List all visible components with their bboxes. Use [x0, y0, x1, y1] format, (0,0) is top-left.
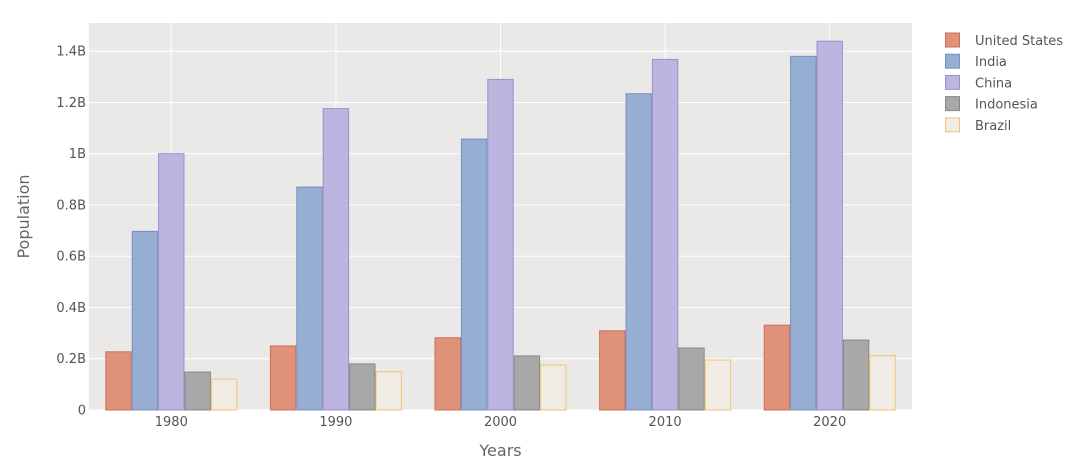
y-tick-label: 0.4B	[56, 301, 86, 316]
legend-swatch	[945, 53, 960, 69]
bar-india[interactable]	[790, 55, 817, 411]
y-axis-title: Population	[14, 174, 33, 258]
legend-label: United States	[975, 34, 1063, 49]
bar-indonesia[interactable]	[349, 363, 376, 411]
legend-swatch	[945, 117, 960, 133]
x-tick-label: 1990	[319, 415, 352, 430]
x-axis-ticks: 1980 1990 2000 2010 2020	[155, 415, 846, 430]
y-tick-label: 0	[78, 404, 86, 419]
bar-china[interactable]	[487, 78, 514, 411]
bar-brazil[interactable]	[210, 378, 238, 411]
bar-brazil[interactable]	[540, 364, 567, 411]
x-axis-title: Years	[478, 441, 521, 460]
legend-swatch	[945, 96, 960, 112]
y-axis-ticks: 0 0.2B 0.4B 0.6B 0.8B 1B 1.2B 1.4B	[56, 45, 86, 419]
bar-united-states[interactable]	[599, 330, 626, 411]
legend-item[interactable]: United States	[945, 32, 1064, 49]
legend-swatch	[945, 32, 960, 48]
bar-china[interactable]	[322, 108, 350, 411]
legend-item[interactable]: India	[945, 53, 1007, 70]
legend-label: China	[975, 76, 1012, 91]
bars	[105, 40, 896, 411]
legend-item[interactable]: Indonesia	[945, 96, 1038, 113]
x-tick-label: 2020	[813, 415, 846, 430]
legend-item[interactable]: China	[945, 74, 1013, 91]
bar-indonesia[interactable]	[184, 371, 211, 411]
bar-brazil[interactable]	[375, 371, 402, 411]
y-tick-label: 1B	[69, 147, 86, 162]
bar-united-states[interactable]	[434, 337, 461, 411]
y-tick-label: 0.8B	[56, 198, 86, 213]
x-tick-label: 2000	[484, 415, 517, 430]
legend-label: Brazil	[975, 119, 1011, 134]
y-tick-label: 1.4B	[56, 45, 86, 60]
legend-swatch	[945, 74, 960, 90]
y-tick-label: 0.2B	[56, 352, 86, 367]
legend-label: Indonesia	[975, 98, 1038, 113]
bar-china[interactable]	[816, 40, 843, 411]
bar-united-states[interactable]	[763, 324, 791, 411]
bar-indonesia[interactable]	[513, 355, 541, 411]
bar-indonesia[interactable]	[678, 347, 705, 411]
bar-china[interactable]	[651, 58, 679, 411]
bar-united-states[interactable]	[105, 351, 132, 411]
bar-brazil[interactable]	[869, 355, 896, 411]
bar-india[interactable]	[625, 93, 652, 411]
bar-china[interactable]	[158, 153, 185, 411]
legend-label: India	[975, 55, 1007, 70]
bar-united-states[interactable]	[269, 345, 297, 411]
bar-india[interactable]	[131, 230, 159, 411]
bar-india[interactable]	[460, 138, 488, 411]
legend[interactable]: United States India China Indonesia Brazil	[945, 32, 1064, 134]
x-tick-label: 1980	[155, 415, 188, 430]
y-tick-label: 0.6B	[56, 250, 86, 265]
y-tick-label: 1.2B	[56, 96, 86, 111]
x-tick-label: 2010	[649, 415, 682, 430]
bar-indonesia[interactable]	[842, 339, 870, 411]
bar-india[interactable]	[296, 186, 323, 411]
legend-item[interactable]: Brazil	[945, 117, 1012, 134]
bar-brazil[interactable]	[704, 359, 732, 411]
